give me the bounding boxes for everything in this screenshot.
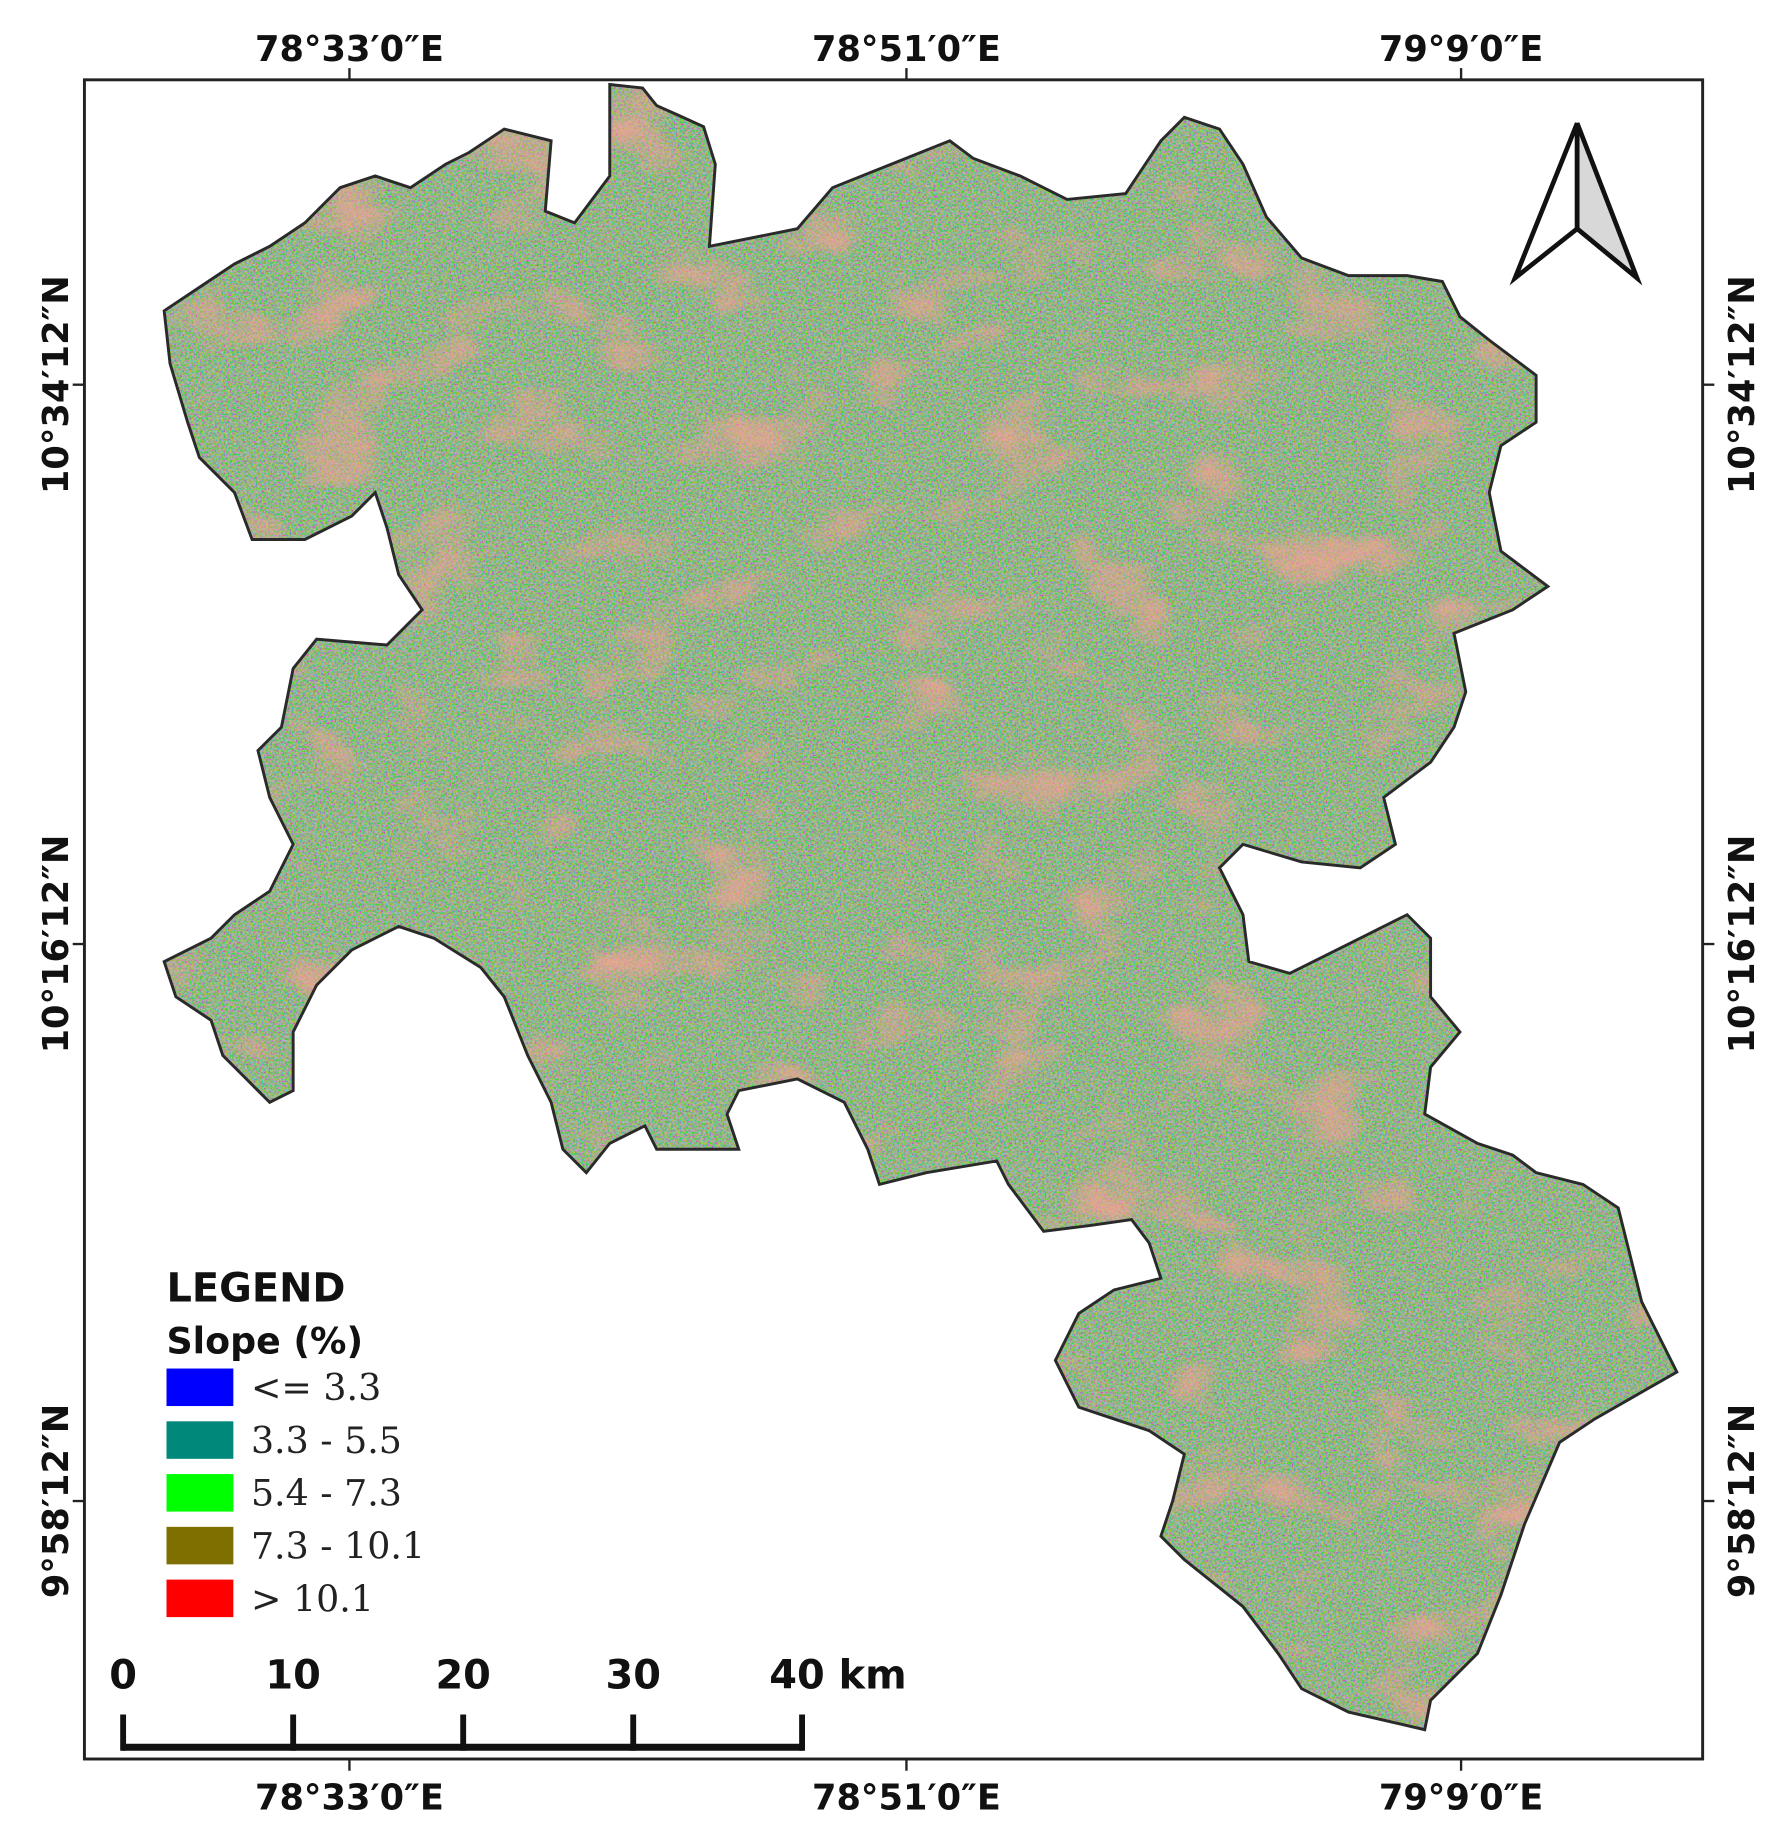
legend-swatch	[166, 1421, 234, 1459]
scale-label: 40 km	[769, 1653, 906, 1699]
legend: LEGEND Slope (%) <= 3.3 3.3 - 5.5 5.4 - 7.…	[166, 1266, 425, 1620]
scale-label: 20	[435, 1653, 490, 1699]
legend-swatch	[166, 1474, 234, 1512]
scale-bar: 0 10 20 30 40 km	[109, 1653, 907, 1751]
latitude-label: 9°58′12″N	[1722, 1404, 1763, 1598]
legend-label: 5.4 - 7.3	[251, 1472, 402, 1515]
latitude-label: 10°16′12″N	[1722, 835, 1763, 1054]
longitude-label: 78°51′0″E	[812, 29, 1001, 70]
latitude-label: 9°58′12″N	[36, 1404, 77, 1598]
longitude-label: 78°33′0″E	[255, 29, 444, 70]
scale-label: 10	[265, 1653, 320, 1699]
north-arrow	[1509, 122, 1643, 286]
legend-label: 3.3 - 5.5	[251, 1419, 402, 1462]
graticule-labels: 78°33′0″E 78°33′0″E 78°51′0″E 78°51′0″E 79°9…	[36, 29, 1763, 1818]
latitude-label: 10°34′12″N	[1722, 275, 1763, 494]
scale-label: 30	[605, 1653, 660, 1699]
district-boundary	[162, 82, 1679, 1732]
legend-swatch	[166, 1526, 234, 1565]
legend-title: LEGEND	[167, 1266, 346, 1312]
legend-label: 7.3 - 10.1	[251, 1524, 425, 1567]
longitude-label: 78°33′0″E	[255, 1777, 444, 1818]
legend-label: <= 3.3	[251, 1366, 381, 1409]
latitude-label: 10°34′12″N	[36, 275, 77, 494]
legend-swatch	[166, 1579, 234, 1618]
longitude-label: 79°9′0″E	[1379, 29, 1543, 70]
legend-subtitle: Slope (%)	[167, 1319, 364, 1362]
legend-label: > 10.1	[251, 1577, 374, 1620]
scale-label: 0	[109, 1653, 137, 1699]
latitude-label: 10°16′12″N	[36, 835, 77, 1054]
legend-swatch	[166, 1368, 234, 1407]
longitude-label: 79°9′0″E	[1379, 1777, 1543, 1818]
longitude-label: 78°51′0″E	[812, 1777, 1001, 1818]
